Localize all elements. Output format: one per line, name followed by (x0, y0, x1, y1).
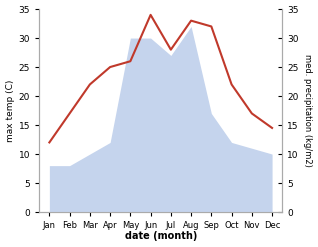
X-axis label: date (month): date (month) (125, 231, 197, 242)
Y-axis label: med. precipitation (kg/m2): med. precipitation (kg/m2) (303, 54, 313, 167)
Y-axis label: max temp (C): max temp (C) (5, 79, 15, 142)
